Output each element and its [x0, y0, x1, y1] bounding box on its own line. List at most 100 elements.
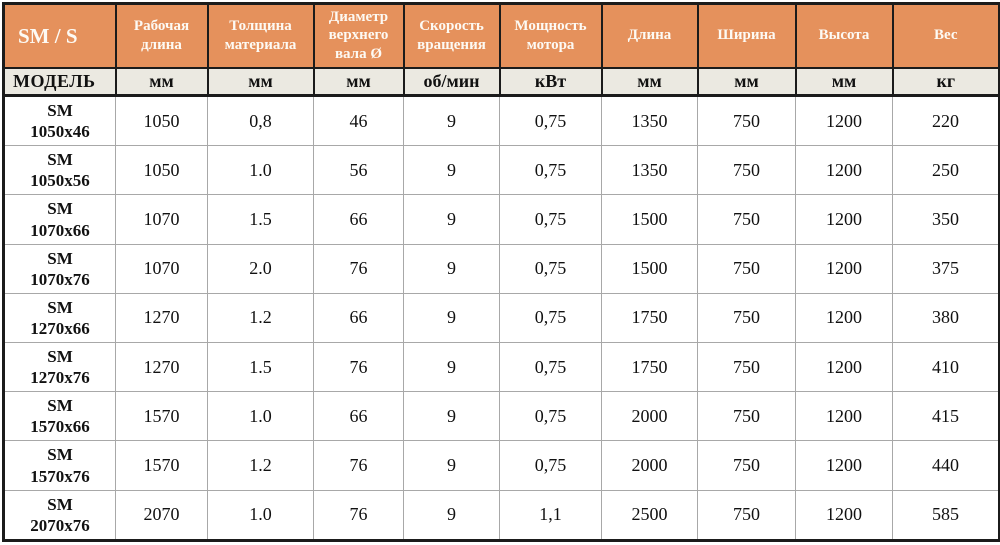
- value-cell: 410: [892, 342, 1000, 393]
- value-cell: 750: [697, 489, 796, 542]
- value-cell: 750: [697, 243, 796, 294]
- value-cell: 440: [892, 440, 1000, 491]
- value-cell: 0,8: [207, 94, 314, 147]
- column-header-width: Ширина: [696, 2, 797, 69]
- value-cell: 415: [892, 391, 1000, 442]
- value-cell: 9: [403, 145, 500, 196]
- unit-cell-weight: кг: [891, 66, 1000, 97]
- value-cell: 66: [313, 391, 404, 442]
- value-cell: 375: [892, 243, 1000, 294]
- units-row: МОДЕЛЬ мм мм мм об/мин кВт мм мм мм кг: [2, 66, 1000, 97]
- table-row: SM 2070x76 2070 1.0 76 9 1,1 2500 750 1200 585: [3, 489, 1000, 542]
- value-cell: 2500: [601, 489, 698, 542]
- value-cell: 0,75: [499, 194, 602, 245]
- unit-cell-height: мм: [794, 66, 894, 97]
- value-cell: 1200: [795, 391, 893, 442]
- value-cell: 9: [403, 292, 500, 344]
- value-cell: 1200: [795, 194, 893, 245]
- model-name: SM 1270x76: [30, 346, 90, 388]
- value-cell: 1.0: [207, 489, 314, 542]
- value-cell: 1200: [795, 489, 893, 542]
- model-cell: SM 2070x76: [3, 489, 116, 542]
- column-header-working-length: Рабочая длина: [114, 2, 209, 69]
- value-cell: 750: [697, 391, 796, 442]
- column-header-length: Длина: [600, 2, 699, 69]
- value-cell: 1350: [601, 94, 698, 147]
- value-cell: 1070: [115, 243, 208, 294]
- value-cell: 1200: [795, 243, 893, 294]
- value-cell: 0,75: [499, 243, 602, 294]
- value-cell: 9: [403, 194, 500, 245]
- model-name: SM 1070x66: [30, 199, 90, 240]
- table-body: SM 1050x46 1050 0,8 46 9 0,75 1350 750 1200 220 SM…: [3, 94, 1000, 542]
- value-cell: 9: [403, 94, 500, 147]
- model-name: SM 1050x46: [30, 100, 90, 142]
- value-cell: 0,75: [499, 94, 602, 147]
- value-cell: 750: [697, 145, 796, 196]
- value-cell: 585: [892, 489, 1000, 542]
- value-cell: 1570: [115, 391, 208, 442]
- value-cell: 1.0: [207, 145, 314, 196]
- value-cell: 9: [403, 489, 500, 542]
- table-row: SM 1270x76 1270 1.5 76 9 0,75 1750 750 1200 410: [3, 342, 1000, 393]
- value-cell: 1200: [795, 342, 893, 393]
- model-cell: SM 1270x76: [3, 342, 116, 393]
- value-cell: 1200: [795, 145, 893, 196]
- column-header-height: Высота: [794, 2, 894, 69]
- column-header-motor-power: Мощность мотора: [498, 2, 603, 69]
- value-cell: 0,75: [499, 342, 602, 393]
- model-name: SM 1270x66: [30, 297, 90, 338]
- value-cell: 9: [403, 391, 500, 442]
- value-cell: 76: [313, 489, 404, 542]
- table-row: SM 1050x46 1050 0,8 46 9 0,75 1350 750 1200 220: [3, 94, 1000, 147]
- unit-cell-top-roll-diameter: мм: [312, 66, 405, 97]
- value-cell: 1070: [115, 194, 208, 245]
- value-cell: 1750: [601, 342, 698, 393]
- value-cell: 2070: [115, 489, 208, 542]
- value-cell: 76: [313, 342, 404, 393]
- value-cell: 0,75: [499, 292, 602, 344]
- value-cell: 750: [697, 194, 796, 245]
- model-name: SM 2070x76: [30, 494, 90, 535]
- value-cell: 2000: [601, 440, 698, 491]
- unit-cell-working-length: мм: [114, 66, 209, 97]
- unit-cell-length: мм: [600, 66, 699, 97]
- value-cell: 2000: [601, 391, 698, 442]
- series-title-cell: SM / S: [2, 2, 117, 69]
- value-cell: 9: [403, 440, 500, 491]
- value-cell: 0,75: [499, 440, 602, 491]
- value-cell: 750: [697, 292, 796, 344]
- model-cell: SM 1070x76: [3, 243, 116, 294]
- value-cell: 56: [313, 145, 404, 196]
- value-cell: 1.2: [207, 440, 314, 491]
- value-cell: 750: [697, 440, 796, 491]
- table-row: SM 1070x76 1070 2.0 76 9 0,75 1500 750 1200 375: [3, 243, 1000, 294]
- value-cell: 1.0: [207, 391, 314, 442]
- unit-cell-width: мм: [696, 66, 797, 97]
- value-cell: 750: [697, 94, 796, 147]
- model-cell: SM 1570x66: [3, 391, 116, 442]
- value-cell: 1.5: [207, 194, 314, 245]
- table-row: SM 1270x66 1270 1.2 66 9 0,75 1750 750 1200 380: [3, 292, 1000, 344]
- value-cell: 66: [313, 194, 404, 245]
- value-cell: 1200: [795, 94, 893, 147]
- table-row: SM 1050x56 1050 1.0 56 9 0,75 1350 750 1200 250: [3, 145, 1000, 196]
- model-name: SM 1570x76: [30, 445, 90, 486]
- model-name: SM 1570x66: [30, 396, 90, 437]
- value-cell: 350: [892, 194, 1000, 245]
- value-cell: 0,75: [499, 145, 602, 196]
- value-cell: 9: [403, 243, 500, 294]
- column-header-top-roll-diameter: Диаметр верхнего вала Ø: [312, 2, 405, 69]
- value-cell: 76: [313, 440, 404, 491]
- model-cell: SM 1050x56: [3, 145, 116, 196]
- value-cell: 1050: [115, 94, 208, 147]
- value-cell: 750: [697, 342, 796, 393]
- value-cell: 1500: [601, 194, 698, 245]
- table-row: SM 1570x76 1570 1.2 76 9 0,75 2000 750 1200 440: [3, 440, 1000, 491]
- column-header-weight: Вес: [891, 2, 1000, 69]
- value-cell: 1270: [115, 342, 208, 393]
- value-cell: 1200: [795, 292, 893, 344]
- model-name: SM 1070x76: [30, 248, 90, 289]
- value-cell: 220: [892, 94, 1000, 147]
- model-cell: SM 1270x66: [3, 292, 116, 344]
